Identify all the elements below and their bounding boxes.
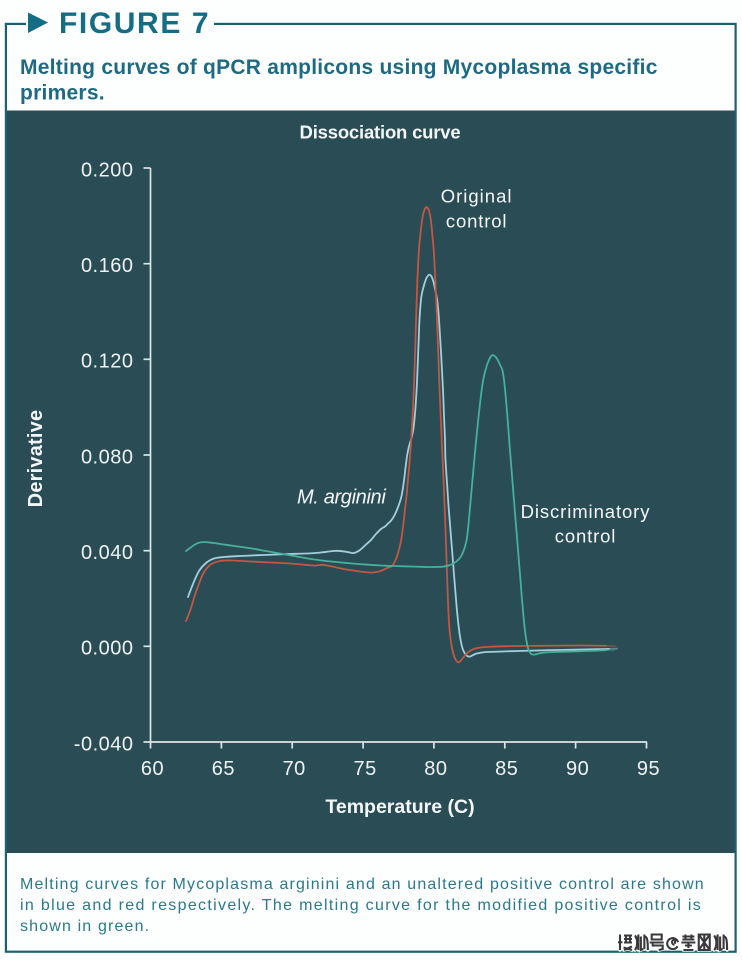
svg-text:FIGURE 7: FIGURE 7 [59, 7, 210, 40]
svg-text:0.080: 0.080 [81, 446, 134, 468]
svg-text:0.200: 0.200 [81, 159, 134, 181]
svg-text:control: control [446, 211, 507, 232]
svg-text:Discriminatory: Discriminatory [521, 501, 651, 522]
svg-text:-0.040: -0.040 [74, 733, 134, 755]
svg-text:Temperature (C): Temperature (C) [325, 796, 474, 818]
svg-text:75: 75 [353, 758, 376, 780]
svg-text:Melting curves for Mycoplasma: Melting curves for Mycoplasma arginini a… [20, 876, 705, 893]
svg-text:65: 65 [212, 758, 235, 780]
svg-text:0.040: 0.040 [81, 542, 134, 564]
svg-text:60: 60 [141, 758, 164, 780]
svg-text:0.160: 0.160 [81, 255, 134, 277]
svg-text:0.000: 0.000 [81, 638, 134, 660]
svg-text:Original: Original [441, 186, 513, 207]
svg-text:70: 70 [283, 758, 306, 780]
svg-text:0.120: 0.120 [81, 351, 134, 373]
svg-text:95: 95 [637, 758, 660, 780]
svg-text:90: 90 [566, 758, 589, 780]
svg-text:80: 80 [424, 758, 447, 780]
svg-text:primers.: primers. [20, 82, 105, 105]
svg-text:Derivative: Derivative [25, 410, 47, 508]
svg-text:in blue and red respectively.: in blue and red respectively. The meltin… [20, 897, 702, 914]
svg-text:control: control [555, 526, 616, 547]
svg-text:Dissociation curve: Dissociation curve [300, 122, 461, 143]
svg-text:M. arginini: M. arginini [297, 487, 386, 509]
svg-text:shown in green.: shown in green. [20, 918, 150, 935]
svg-text:Melting curves of qPCR amplico: Melting curves of qPCR amplicons using M… [20, 56, 658, 79]
svg-text:85: 85 [495, 758, 518, 780]
